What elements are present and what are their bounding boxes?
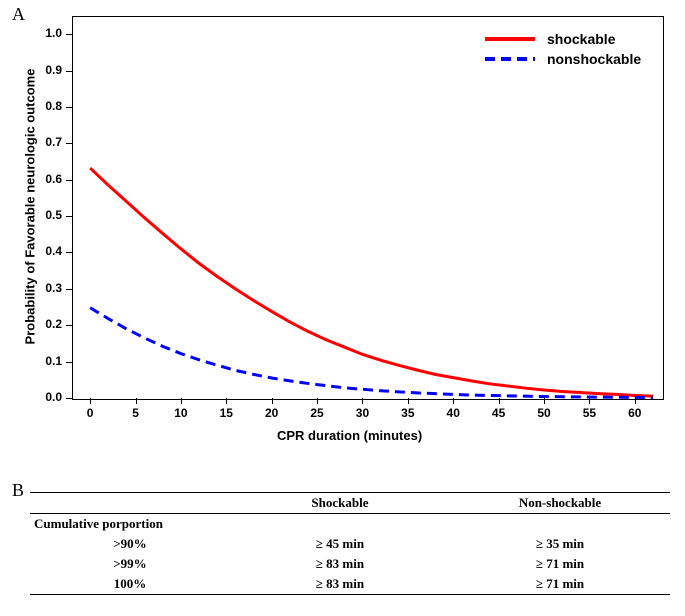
x-tick-label: 45 [487,406,511,420]
legend-swatch [485,37,535,41]
y-tick-mark [66,289,72,290]
legend-item-nonshockable: nonshockable [485,51,641,67]
x-tick-label: 30 [350,406,374,420]
table-header-row: Shockable Non-shockable [30,493,670,514]
table-row: >99%≥ 83 min≥ 71 min [30,554,670,574]
x-tick-mark [408,398,409,404]
table-col-2: Non-shockable [450,493,670,514]
x-tick-mark [499,398,500,404]
x-tick-label: 60 [623,406,647,420]
x-tick-mark [362,398,363,404]
y-tick-mark [66,398,72,399]
x-tick-mark [453,398,454,404]
legend-swatch [485,57,535,61]
x-tick-label: 0 [78,406,102,420]
cell-shockable: ≥ 83 min [230,574,450,595]
x-tick-mark [544,398,545,404]
panel-b-table: B Shockable Non-shockable Cumulative por… [0,480,685,595]
table-body: Cumulative porportion >90%≥ 45 min≥ 35 m… [30,514,670,595]
y-tick-mark [66,180,72,181]
cell-nonshockable: ≥ 71 min [450,574,670,595]
x-tick-label: 35 [396,406,420,420]
x-tick-label: 15 [214,406,238,420]
y-tick-mark [66,107,72,108]
table-col-1: Shockable [230,493,450,514]
legend-item-shockable: shockable [485,31,641,47]
series-nonshockable [90,308,653,398]
x-tick-mark [226,398,227,404]
x-tick-label: 25 [305,406,329,420]
panel-a-chart: A 0.00.10.20.30.40.50.60.70.80.91.0 0510… [0,0,685,480]
cumulative-table: Shockable Non-shockable Cumulative porpo… [30,492,670,595]
row-label: >90% [30,534,230,554]
x-tick-label: 20 [260,406,284,420]
y-axis-label: Probability of Favorable neurologic outc… [23,57,38,357]
x-axis-label: CPR duration (minutes) [277,428,422,443]
x-tick-mark [635,398,636,404]
x-tick-mark [90,398,91,404]
table-col-0 [30,493,230,514]
x-tick-mark [181,398,182,404]
x-tick-label: 40 [441,406,465,420]
y-tick-mark [66,71,72,72]
chart-legend: shockable nonshockable [485,31,641,71]
table-section-row: Cumulative porportion [30,514,670,535]
cell-shockable: ≥ 45 min [230,534,450,554]
x-tick-mark [589,398,590,404]
table-row: 100%≥ 83 min≥ 71 min [30,574,670,595]
x-tick-label: 10 [169,406,193,420]
cell-nonshockable: ≥ 71 min [450,554,670,574]
legend-label: shockable [547,31,615,47]
y-tick-mark [66,252,72,253]
cell-shockable: ≥ 83 min [230,554,450,574]
x-tick-mark [272,398,273,404]
table-row: >90%≥ 45 min≥ 35 min [30,534,670,554]
y-tick-mark [66,325,72,326]
cell-nonshockable: ≥ 35 min [450,534,670,554]
x-tick-mark [317,398,318,404]
x-tick-mark [136,398,137,404]
x-tick-label: 55 [577,406,601,420]
panel-b-label: B [12,480,24,501]
x-tick-label: 50 [532,406,556,420]
y-tick-label: 0.0 [32,390,62,404]
legend-label: nonshockable [547,51,641,67]
y-tick-label: 1.0 [32,26,62,40]
y-tick-mark [66,216,72,217]
y-tick-mark [66,143,72,144]
section-title: Cumulative porportion [30,514,670,535]
y-tick-mark [66,34,72,35]
y-tick-mark [66,362,72,363]
row-label: >99% [30,554,230,574]
row-label: 100% [30,574,230,595]
series-shockable [90,168,653,396]
x-tick-label: 5 [124,406,148,420]
